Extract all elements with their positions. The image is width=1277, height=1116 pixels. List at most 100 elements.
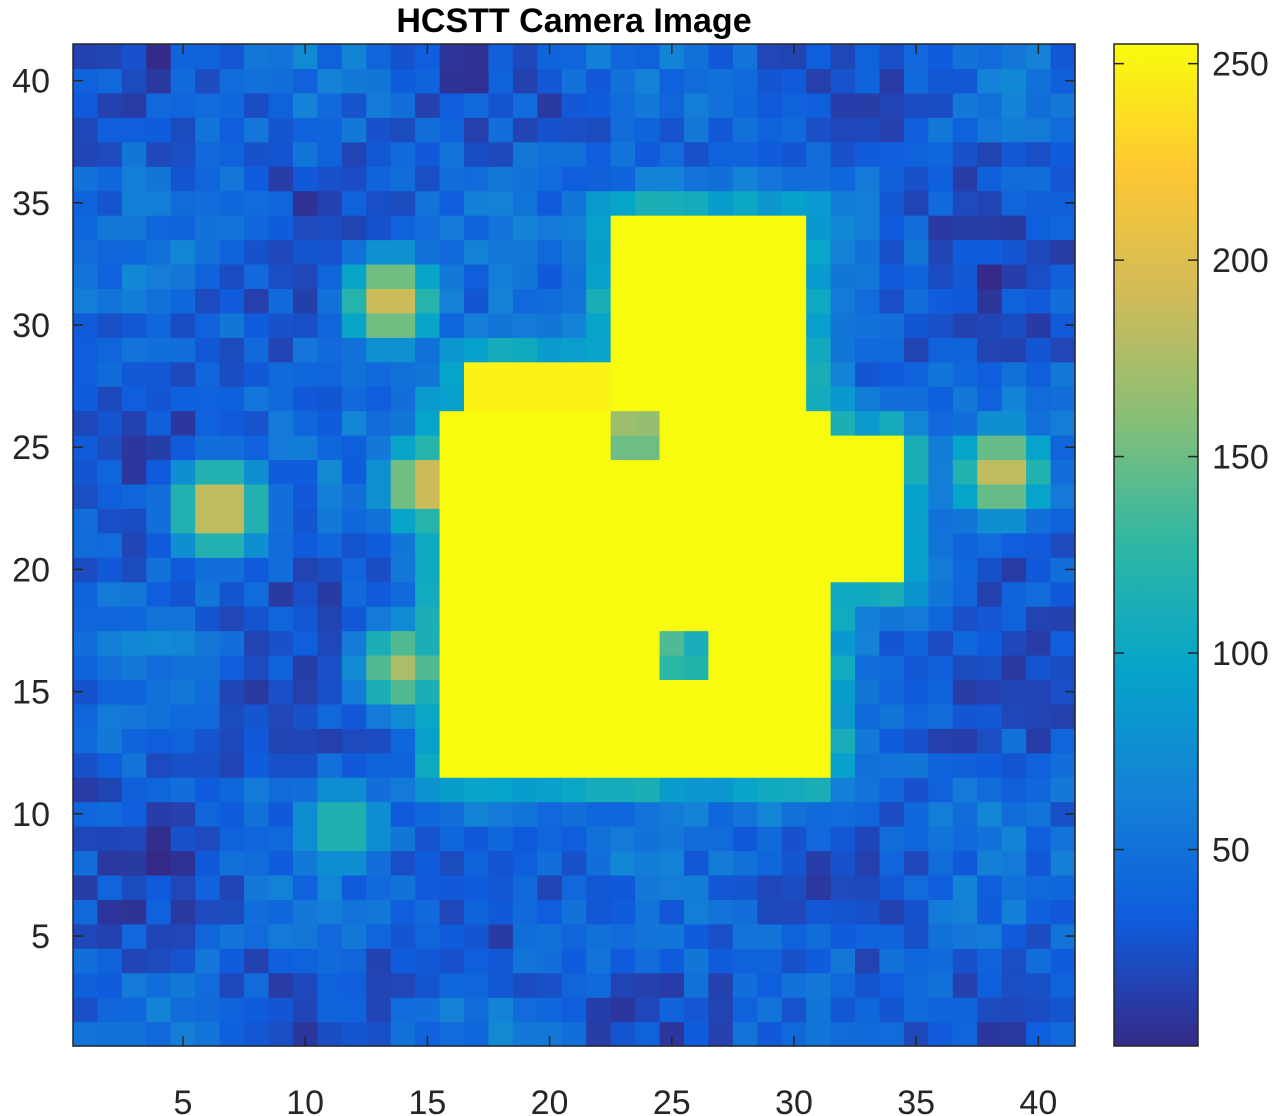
- heatmap-cell: [683, 263, 710, 289]
- heatmap-cell: [292, 997, 318, 1023]
- heatmap-cell: [292, 92, 318, 118]
- heatmap-cell: [855, 997, 881, 1023]
- heatmap-cell: [732, 777, 758, 803]
- heatmap-cell: [757, 68, 783, 94]
- heatmap-cell: [317, 459, 343, 485]
- heatmap-cell: [268, 483, 294, 509]
- heatmap-cell: [855, 386, 881, 412]
- heatmap-cell: [73, 361, 99, 387]
- heatmap-cell: [1050, 630, 1076, 656]
- heatmap-cell: [1050, 44, 1076, 70]
- heatmap-cell: [635, 997, 661, 1023]
- heatmap-cell: [586, 654, 612, 681]
- heatmap-cell: [390, 312, 416, 338]
- heatmap-cell: [244, 190, 270, 216]
- heatmap-cell: [292, 435, 318, 461]
- heatmap-cell: [219, 215, 245, 241]
- heatmap-cell: [366, 557, 392, 583]
- heatmap-cell: [830, 801, 856, 827]
- heatmap-cell: [708, 679, 734, 705]
- heatmap-cell: [366, 190, 392, 216]
- heatmap-cell: [341, 190, 367, 216]
- heatmap-cell: [806, 972, 832, 998]
- x-axis: 5 10 15 20 25 30 35 40: [174, 44, 1057, 1116]
- heatmap-cell: [928, 68, 954, 94]
- heatmap-cell: [537, 288, 563, 314]
- heatmap-cell: [757, 997, 783, 1023]
- heatmap-cell: [903, 777, 929, 803]
- heatmap-cell: [659, 948, 685, 974]
- heatmap-cell: [610, 263, 636, 289]
- heatmap-cell: [879, 581, 905, 607]
- heatmap-cell: [732, 923, 758, 949]
- heatmap-cell: [561, 654, 587, 681]
- heatmap-cell: [170, 239, 196, 265]
- heatmap-cell: [806, 410, 832, 436]
- heatmap-cell: [121, 948, 147, 974]
- heatmap-cell: [244, 557, 270, 583]
- heatmap-cell: [1026, 117, 1052, 143]
- heatmap-cell: [268, 606, 294, 632]
- heatmap-cell: [73, 1021, 99, 1047]
- chart-title: HCSTT Camera Image: [396, 2, 751, 40]
- heatmap-cell: [732, 263, 758, 289]
- heatmap-cell: [268, 288, 294, 314]
- heatmap-cell: [512, 923, 538, 949]
- heatmap-cell: [952, 923, 978, 949]
- heatmap-cell: [757, 44, 783, 70]
- heatmap-cell: [635, 752, 661, 778]
- heatmap-cell: [659, 483, 685, 509]
- heatmap-cell: [121, 361, 147, 387]
- heatmap-cell: [561, 386, 587, 412]
- heatmap-cell: [244, 972, 270, 998]
- heatmap-cell: [561, 728, 587, 754]
- heatmap-cell: [195, 117, 221, 143]
- heatmap-cell: [464, 215, 490, 241]
- heatmap-cell: [1026, 68, 1052, 94]
- heatmap-cell: [1001, 532, 1027, 558]
- heatmap-cell: [341, 215, 367, 241]
- heatmap-cell: [341, 630, 367, 656]
- y-tick-label: 35: [12, 185, 50, 223]
- heatmap-cell: [928, 263, 954, 289]
- heatmap-cell: [561, 801, 587, 827]
- heatmap-cell: [732, 44, 758, 70]
- heatmap-cell: [317, 312, 343, 338]
- heatmap-cell: [879, 679, 905, 705]
- heatmap-cell: [977, 606, 1003, 632]
- heatmap-cell: [244, 1021, 270, 1047]
- heatmap-cell: [610, 337, 636, 363]
- heatmap-cell: [1026, 483, 1052, 509]
- heatmap-cell: [195, 410, 221, 436]
- heatmap-cell: [121, 777, 147, 803]
- heatmap-cell: [977, 92, 1003, 118]
- heatmap-cell: [830, 826, 856, 852]
- heatmap-cell: [903, 239, 929, 265]
- heatmap-cell: [464, 508, 490, 534]
- heatmap-cell: [488, 410, 514, 436]
- heatmap-cell: [268, 703, 294, 729]
- heatmap-cell: [97, 386, 123, 412]
- heatmap-cell: [952, 532, 978, 558]
- heatmap-cell: [928, 972, 954, 998]
- heatmap-cell: [390, 826, 416, 852]
- heatmap-cell: [952, 777, 978, 803]
- heatmap-cell: [488, 532, 514, 558]
- heatmap-cell: [781, 386, 807, 412]
- heatmap-cell: [244, 44, 270, 70]
- heatmap-cell: [268, 44, 294, 70]
- heatmap-cell: [757, 459, 783, 485]
- heatmap-cell: [439, 654, 465, 681]
- heatmap-cell: [195, 752, 221, 778]
- heatmap-cell: [659, 288, 685, 314]
- heatmap-cell: [170, 777, 196, 803]
- heatmap-cell: [464, 44, 490, 70]
- heatmap-cell: [170, 337, 196, 363]
- heatmap-cell: [97, 435, 123, 461]
- heatmap-cell: [97, 459, 123, 485]
- heatmap-cell: [977, 801, 1003, 827]
- heatmap-cell: [439, 239, 465, 265]
- heatmap-cell: [244, 312, 270, 338]
- heatmap-cell: [806, 948, 832, 974]
- heatmap-cell: [830, 948, 856, 974]
